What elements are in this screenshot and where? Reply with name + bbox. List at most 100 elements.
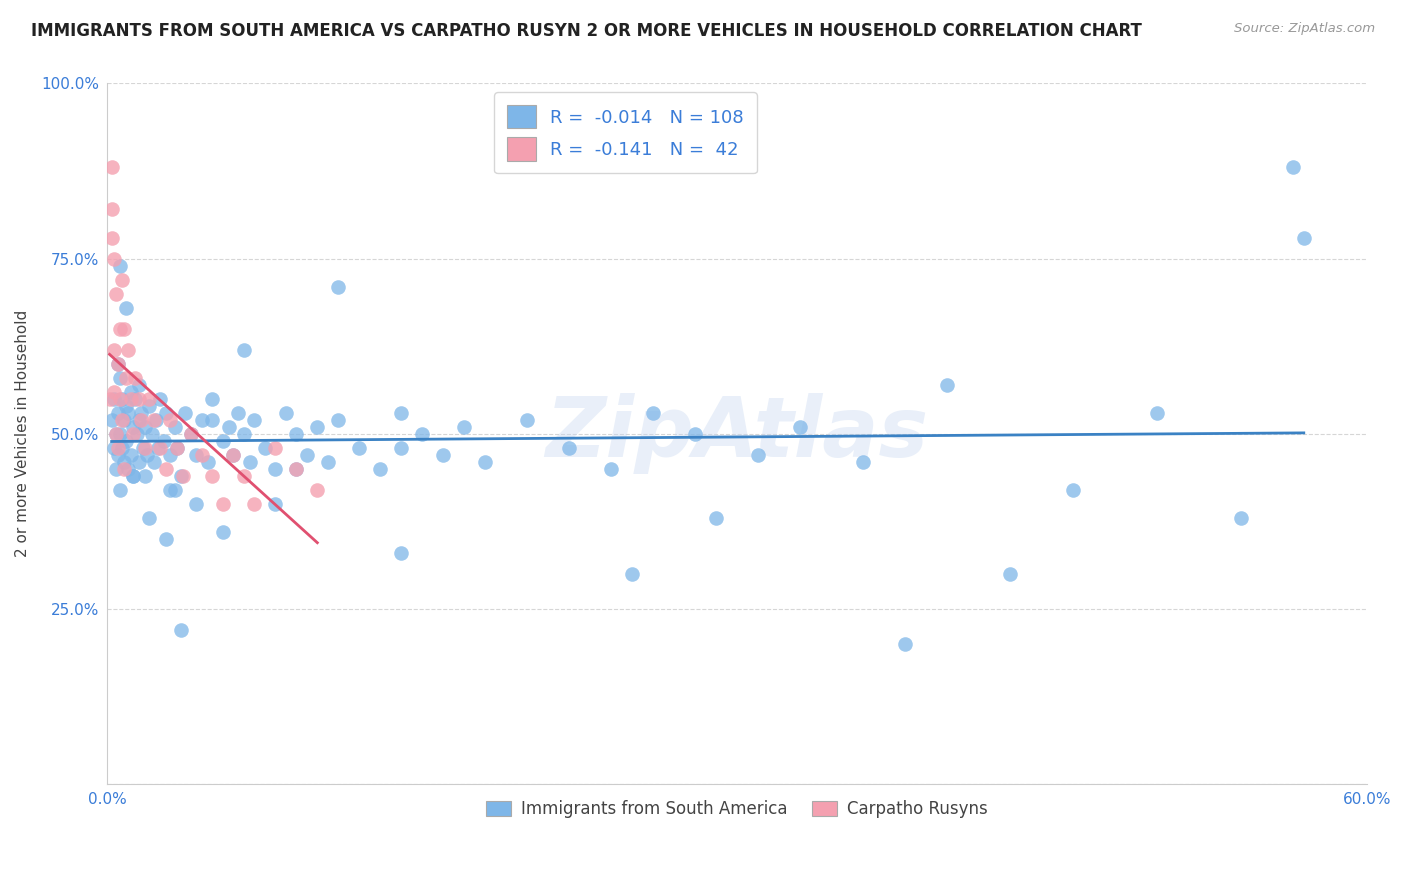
Point xyxy=(120,448,142,462)
Point xyxy=(111,441,134,455)
Point xyxy=(222,448,245,462)
Point xyxy=(121,419,143,434)
Point xyxy=(100,230,122,244)
Point xyxy=(100,412,122,426)
Point xyxy=(103,392,125,406)
Point xyxy=(107,357,129,371)
Point xyxy=(328,279,350,293)
Point xyxy=(107,406,129,420)
Point xyxy=(349,441,371,455)
Point xyxy=(124,392,146,406)
Point xyxy=(307,483,329,497)
Point xyxy=(558,441,581,455)
Point xyxy=(145,412,167,426)
Point xyxy=(115,301,138,315)
Y-axis label: 2 or more Vehicles in Household: 2 or more Vehicles in Household xyxy=(15,310,30,558)
Point xyxy=(107,441,129,455)
Point xyxy=(108,321,131,335)
Point xyxy=(111,392,134,406)
Point xyxy=(120,384,142,399)
Point xyxy=(103,252,125,266)
Point xyxy=(117,461,139,475)
Point xyxy=(239,454,262,468)
Point xyxy=(117,406,139,420)
Point xyxy=(107,448,129,462)
Point xyxy=(264,497,287,511)
Point xyxy=(104,426,127,441)
Point xyxy=(936,377,959,392)
Point xyxy=(117,343,139,357)
Point xyxy=(201,392,224,406)
Point xyxy=(138,399,160,413)
Point xyxy=(100,161,122,175)
Point xyxy=(852,454,875,468)
Point xyxy=(128,454,150,468)
Point xyxy=(643,406,665,420)
Point xyxy=(474,454,496,468)
Point xyxy=(212,434,235,448)
Point xyxy=(100,202,122,217)
Point xyxy=(146,441,169,455)
Point xyxy=(155,406,177,420)
Point xyxy=(253,441,276,455)
Point xyxy=(453,419,475,434)
Point xyxy=(155,532,177,546)
Point xyxy=(328,412,350,426)
Point xyxy=(170,623,193,637)
Point xyxy=(191,448,214,462)
Point xyxy=(1282,161,1305,175)
Point xyxy=(184,448,207,462)
Point xyxy=(159,448,181,462)
Point xyxy=(1292,230,1315,244)
Point xyxy=(138,510,160,524)
Point xyxy=(138,392,160,406)
Point xyxy=(121,468,143,483)
Point xyxy=(621,566,644,581)
Point xyxy=(243,412,266,426)
Point xyxy=(1230,510,1253,524)
Legend: Immigrants from South America, Carpatho Rusyns: Immigrants from South America, Carpatho … xyxy=(479,793,995,824)
Point xyxy=(285,426,308,441)
Point xyxy=(112,321,135,335)
Point xyxy=(108,370,131,384)
Point xyxy=(98,392,121,406)
Point xyxy=(683,426,706,441)
Text: IMMIGRANTS FROM SOUTH AMERICA VS CARPATHO RUSYN 2 OR MORE VEHICLES IN HOUSEHOLD : IMMIGRANTS FROM SOUTH AMERICA VS CARPATH… xyxy=(31,22,1142,40)
Point xyxy=(149,441,172,455)
Point xyxy=(222,448,245,462)
Point xyxy=(121,426,143,441)
Point xyxy=(197,454,219,468)
Point xyxy=(142,412,165,426)
Point xyxy=(115,434,138,448)
Point xyxy=(389,441,412,455)
Point xyxy=(212,497,235,511)
Point xyxy=(141,426,163,441)
Point xyxy=(104,426,127,441)
Point xyxy=(129,412,152,426)
Point xyxy=(134,441,156,455)
Point xyxy=(103,384,125,399)
Point xyxy=(170,468,193,483)
Point xyxy=(218,419,240,434)
Point xyxy=(166,441,188,455)
Point xyxy=(107,357,129,371)
Point xyxy=(166,441,188,455)
Point xyxy=(112,412,135,426)
Point xyxy=(172,468,194,483)
Point xyxy=(789,419,811,434)
Point xyxy=(163,483,186,497)
Point xyxy=(129,406,152,420)
Point xyxy=(180,426,202,441)
Point xyxy=(285,461,308,475)
Point xyxy=(128,392,150,406)
Point xyxy=(368,461,391,475)
Point xyxy=(115,399,138,413)
Point xyxy=(295,448,318,462)
Point xyxy=(112,461,135,475)
Point xyxy=(264,441,287,455)
Point xyxy=(516,412,538,426)
Point xyxy=(159,412,181,426)
Point xyxy=(155,461,177,475)
Point xyxy=(285,461,308,475)
Point xyxy=(316,454,339,468)
